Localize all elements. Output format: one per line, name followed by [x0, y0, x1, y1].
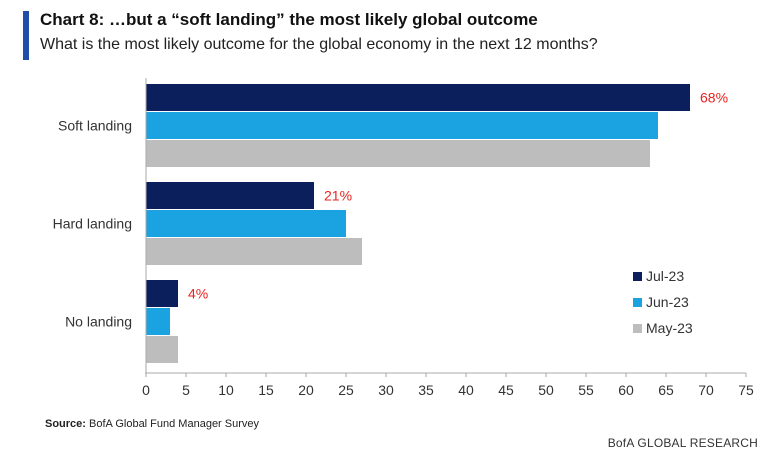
x-tick-label: 50 — [538, 382, 554, 398]
source-label: Source: — [45, 418, 86, 430]
chart-title: Chart 8: …but a “soft landing” the most … — [40, 10, 538, 29]
bar-hard-landing-jun-23 — [146, 210, 346, 237]
legend-label: Jul-23 — [646, 268, 684, 284]
bar-hard-landing-may-23 — [146, 238, 362, 265]
legend-label: Jun-23 — [646, 294, 689, 310]
bar-chart: Soft landing 68% Hard landing 21% No landing… — [53, 78, 754, 398]
data-label: 4% — [188, 286, 208, 302]
legend-swatch-may-23 — [633, 324, 642, 333]
x-tick-label: 60 — [618, 382, 634, 398]
x-tick-label: 20 — [298, 382, 314, 398]
data-label: 68% — [700, 90, 728, 106]
x-tick-label: 0 — [142, 382, 150, 398]
bar-soft-landing-jun-23 — [146, 112, 658, 139]
category-label: Soft landing — [58, 118, 132, 134]
chart-subtitle: What is the most likely outcome for the … — [40, 36, 598, 53]
x-tick-label: 65 — [658, 382, 674, 398]
x-tick-label: 25 — [338, 382, 354, 398]
bar-no-landing-jun-23 — [146, 308, 170, 335]
x-tick-label: 30 — [378, 382, 394, 398]
category-label: No landing — [65, 314, 132, 330]
title-accent-bar — [23, 11, 29, 60]
bar-no-landing-may-23 — [146, 336, 178, 363]
legend-swatch-jul-23 — [633, 272, 642, 281]
bar-soft-landing-jul-23 — [146, 84, 690, 111]
x-tick-label: 10 — [218, 382, 234, 398]
category-label: Hard landing — [53, 216, 132, 232]
bar-soft-landing-may-23 — [146, 140, 650, 167]
bar-hard-landing-jul-23 — [146, 182, 314, 209]
x-tick-label: 55 — [578, 382, 594, 398]
legend-label: May-23 — [646, 320, 693, 336]
bar-no-landing-jul-23 — [146, 280, 178, 307]
source-note: Source: BofA Global Fund Manager Survey — [45, 418, 259, 430]
x-tick-label: 70 — [698, 382, 714, 398]
x-tick-label: 15 — [258, 382, 274, 398]
legend-swatch-jun-23 — [633, 298, 642, 307]
source-text: BofA Global Fund Manager Survey — [89, 418, 260, 430]
x-tick-label: 5 — [182, 382, 190, 398]
data-label: 21% — [324, 188, 352, 204]
x-tick-label: 40 — [458, 382, 474, 398]
x-tick-label: 45 — [498, 382, 514, 398]
brand-label: BofA GLOBAL RESEARCH — [607, 436, 758, 450]
x-tick-label: 75 — [738, 382, 754, 398]
x-tick-label: 35 — [418, 382, 434, 398]
